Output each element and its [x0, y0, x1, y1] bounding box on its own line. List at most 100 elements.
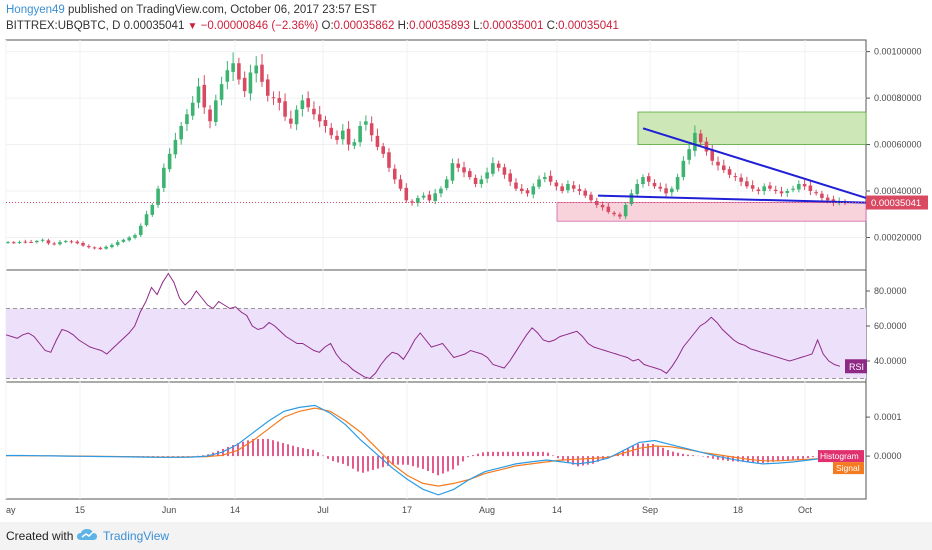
x-tick-label: 18 [733, 505, 743, 515]
candle-up [629, 193, 634, 205]
candle-down [69, 241, 74, 243]
candle-down [369, 123, 374, 136]
candle-up [121, 239, 126, 242]
author-link[interactable]: Hongyen49 [6, 4, 65, 16]
candle-up [421, 195, 426, 198]
candle-up [254, 65, 259, 74]
candle-up [358, 125, 362, 143]
candle-down [589, 194, 593, 201]
candle-up [196, 86, 201, 103]
candle-up [63, 240, 68, 242]
candle-up [173, 139, 178, 155]
candle-up [294, 109, 299, 125]
rsi-label: RSI [849, 362, 864, 372]
candle-down [473, 177, 478, 185]
symbol-label: BITTREX:UBQBTC, D [6, 20, 121, 32]
x-tick-label: 17 [402, 505, 412, 515]
candle-up [531, 186, 536, 195]
candle-down [496, 163, 501, 168]
candle-up [687, 149, 691, 160]
candle-up [439, 188, 443, 194]
candle-down [98, 247, 103, 250]
candle-down [46, 240, 51, 244]
candle-down [456, 163, 461, 168]
close-value: 0.00035041 [558, 20, 619, 32]
candle-down [202, 84, 207, 108]
candle-up [341, 130, 345, 140]
candle-down [710, 149, 715, 161]
candle-down [750, 185, 755, 189]
signal-tag [833, 462, 864, 475]
candle-up [675, 177, 680, 190]
x-tick-label: 15 [75, 505, 85, 515]
candle-down [554, 182, 559, 187]
candle-down [560, 186, 564, 192]
candle-up [144, 214, 149, 226]
candle-up [670, 188, 674, 193]
price-y-tick-label: 0.00080000 [874, 93, 922, 103]
last-price: 0.00035041 [123, 20, 185, 32]
candle-up [450, 163, 455, 181]
candle-down [23, 241, 28, 243]
candle-down [75, 241, 80, 244]
candle-up [231, 63, 235, 72]
candle-down [346, 128, 351, 145]
rsi-y-tick-label: 60.0000 [874, 321, 907, 331]
publish-line: Hongyen49 published on TradingView.com, … [6, 4, 377, 16]
price-y-tick-label: 0.00060000 [874, 140, 922, 150]
candle-down [612, 212, 616, 215]
candle-down [704, 141, 709, 152]
candle-down [283, 101, 287, 117]
candle-down [335, 135, 339, 140]
candle-up [185, 114, 189, 125]
candle-down [768, 185, 772, 189]
target-zone [637, 111, 867, 145]
x-tick-label: Oct [798, 505, 813, 515]
chart-canvas[interactable]: ay 15 Jun 14 Jul 17 Aug 14 Sep 18 Oct 0.00100000 0.0… [0, 36, 932, 522]
last-price-label: 0.00035041 [871, 198, 921, 209]
rsi-y-tick-label: 40.0000 [874, 356, 907, 366]
candle-down [52, 243, 56, 245]
low-value: 0.00035001 [482, 20, 544, 32]
candle-up [35, 240, 39, 243]
candle-down [739, 177, 743, 182]
candle-up [491, 163, 495, 174]
candle-up [150, 204, 155, 215]
candle-up [791, 188, 795, 190]
candle-down [652, 182, 657, 187]
candle-down [410, 201, 414, 203]
candle-up [623, 204, 628, 217]
candle-up [17, 242, 22, 244]
macd-pane-frame [5, 381, 867, 500]
triangle-down-icon: ▼ [187, 21, 198, 32]
price-y-tick-label: 0.00020000 [874, 232, 922, 242]
created-with-label: Created with [6, 529, 74, 543]
candle-down [756, 189, 761, 192]
candle-down [600, 204, 605, 208]
candle-down [306, 98, 310, 108]
candle-down [814, 192, 818, 194]
candle-down [502, 167, 507, 175]
high-label: H: [397, 20, 410, 32]
published-text: published on TradingView.com, October 06… [68, 4, 377, 16]
candle-down [618, 214, 622, 217]
candle-down [387, 152, 391, 168]
tradingview-cloud-icon[interactable] [76, 528, 98, 542]
candle-up [433, 193, 437, 201]
candle-up [537, 179, 541, 187]
candle-up [300, 100, 305, 109]
x-tick-label: Jun [162, 505, 177, 515]
candle-up [138, 225, 143, 235]
candle-up [444, 179, 449, 188]
descending-trendline [642, 127, 867, 199]
rsi-band [6, 308, 866, 379]
candle-up [127, 237, 132, 241]
candle-down [745, 181, 749, 187]
x-tick-label: Sep [642, 505, 658, 515]
rsi-y-tick-label: 80.0000 [874, 286, 907, 296]
candle-down [514, 182, 518, 189]
tradingview-brand[interactable]: TradingView [103, 529, 170, 543]
x-tick-label: Aug [479, 505, 495, 515]
macd-y-tick-label: 0.0001 [874, 412, 902, 422]
candle-down [271, 97, 276, 99]
